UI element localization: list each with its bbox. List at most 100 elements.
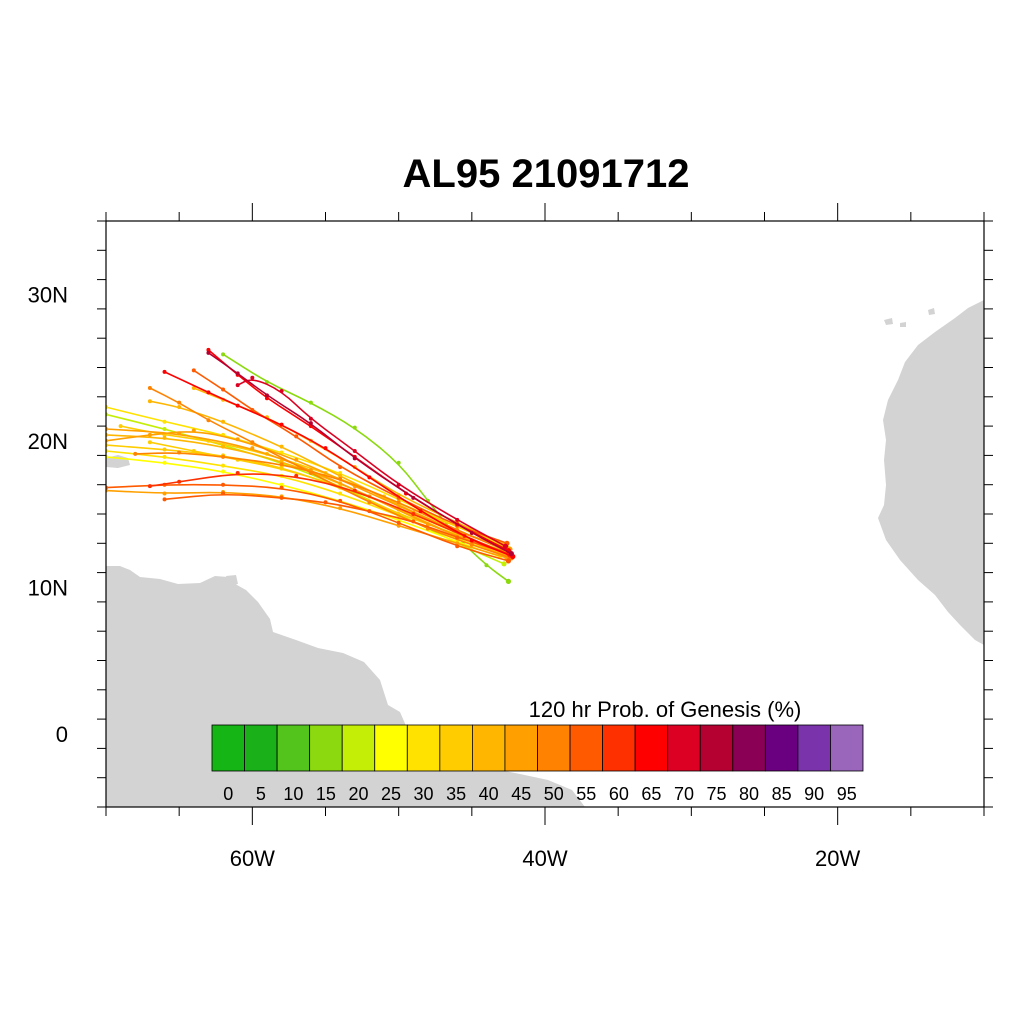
- track-point: [221, 387, 226, 392]
- colorbar-swatch: [537, 724, 571, 772]
- track-point: [279, 482, 284, 487]
- colorbar-swatch: [764, 724, 799, 772]
- track-point: [162, 427, 167, 432]
- axis-ticks: [97, 203, 993, 825]
- track-point: [294, 434, 299, 439]
- forecast-track: [106, 483, 509, 562]
- track-point: [469, 531, 474, 536]
- track-point: [206, 350, 211, 355]
- lon-label: 40W: [522, 846, 567, 871]
- map-title: AL95 21091712: [402, 152, 690, 196]
- colorbar-label: 85: [772, 784, 792, 804]
- track-point: [279, 450, 284, 455]
- track-point: [469, 542, 474, 547]
- track-point: [162, 369, 167, 374]
- track-point: [484, 563, 489, 568]
- axis-labels: 30N 20N 10N 0 60W 40W 20W: [28, 282, 861, 871]
- track-point: [396, 460, 401, 465]
- track-point: [418, 509, 423, 514]
- track-point: [323, 446, 328, 451]
- track-point: [396, 523, 401, 528]
- track-point: [279, 422, 284, 427]
- colorbar-swatch: [830, 724, 864, 772]
- track-point: [505, 558, 512, 564]
- track-point: [162, 435, 167, 440]
- track-point: [177, 405, 182, 410]
- colorbar-label: 0: [223, 784, 233, 804]
- track-point: [411, 495, 416, 500]
- track-point: [221, 463, 226, 468]
- track-point: [221, 419, 226, 424]
- track-point: [147, 399, 152, 404]
- track-point: [338, 498, 343, 503]
- track-point: [250, 446, 255, 451]
- colorbar-swatch: [602, 724, 636, 772]
- track-point: [162, 491, 167, 496]
- forecast-track: [222, 353, 509, 583]
- lon-label: 60W: [230, 846, 275, 871]
- track-point: [502, 543, 509, 549]
- forecast-track: [164, 371, 514, 558]
- track-point: [221, 352, 226, 357]
- colorbar-label: 5: [256, 784, 266, 804]
- colorbar-label: 10: [283, 784, 303, 804]
- colorbar-label: 65: [641, 784, 661, 804]
- track-point: [177, 479, 182, 484]
- colorbar-swatch: [244, 724, 278, 772]
- track-point: [294, 457, 299, 462]
- lat-label: 30N: [28, 282, 68, 307]
- colorbar-label: 15: [316, 784, 336, 804]
- colorbar-label: 80: [739, 784, 759, 804]
- track-point: [235, 383, 240, 388]
- colorbar-label: 20: [348, 784, 368, 804]
- track-point: [308, 416, 313, 421]
- track-point: [162, 454, 167, 459]
- track-point: [396, 520, 401, 525]
- forecast-track: [237, 379, 506, 547]
- colorbar-swatch: [471, 724, 506, 772]
- track-point: [206, 390, 211, 395]
- track-point: [308, 421, 313, 426]
- track-point: [279, 444, 284, 449]
- forecast-track: [106, 489, 508, 559]
- track-point: [338, 465, 343, 470]
- land-africa: [878, 300, 984, 645]
- colorbar-swatch: [504, 724, 538, 772]
- colorbar-swatch: [732, 724, 766, 772]
- track-point: [501, 561, 507, 567]
- colorbar-swatch: [276, 724, 311, 772]
- colorbar-label: 30: [414, 784, 434, 804]
- track-point: [308, 400, 313, 405]
- track-point: [455, 544, 460, 549]
- track-point: [162, 497, 167, 502]
- track-point: [455, 517, 460, 522]
- track-point: [425, 522, 430, 527]
- track-point: [469, 538, 474, 543]
- colorbar-swatch: [699, 724, 734, 772]
- colorbar-label: 25: [381, 784, 401, 804]
- track-point: [455, 535, 460, 540]
- track-point: [162, 447, 167, 452]
- forecast-track: [135, 452, 503, 550]
- track-point: [162, 419, 167, 424]
- track-point: [338, 473, 343, 478]
- colorbar-label: 55: [576, 784, 596, 804]
- track-point: [411, 519, 416, 524]
- colorbar-label: 60: [609, 784, 629, 804]
- colorbar-title: 120 hr Prob. of Genesis (%): [529, 697, 802, 722]
- track-point: [221, 454, 226, 459]
- colorbar-swatch: [341, 724, 376, 772]
- track-point: [191, 449, 196, 454]
- colorbar: 120 hr Prob. of Genesis (%) 0 5 10 15 20 25 30…: [211, 697, 864, 804]
- track-point: [352, 425, 357, 430]
- forecast-track: [120, 425, 499, 543]
- colorbar-swatch: [797, 724, 831, 772]
- colorbar-label: 75: [707, 784, 727, 804]
- track-point: [352, 449, 357, 454]
- colorbar-swatch: [374, 724, 408, 772]
- track-point: [206, 418, 211, 423]
- colorbar-swatch: [439, 724, 473, 772]
- track-point: [221, 482, 226, 487]
- track-point: [250, 440, 255, 445]
- track-point: [396, 482, 401, 487]
